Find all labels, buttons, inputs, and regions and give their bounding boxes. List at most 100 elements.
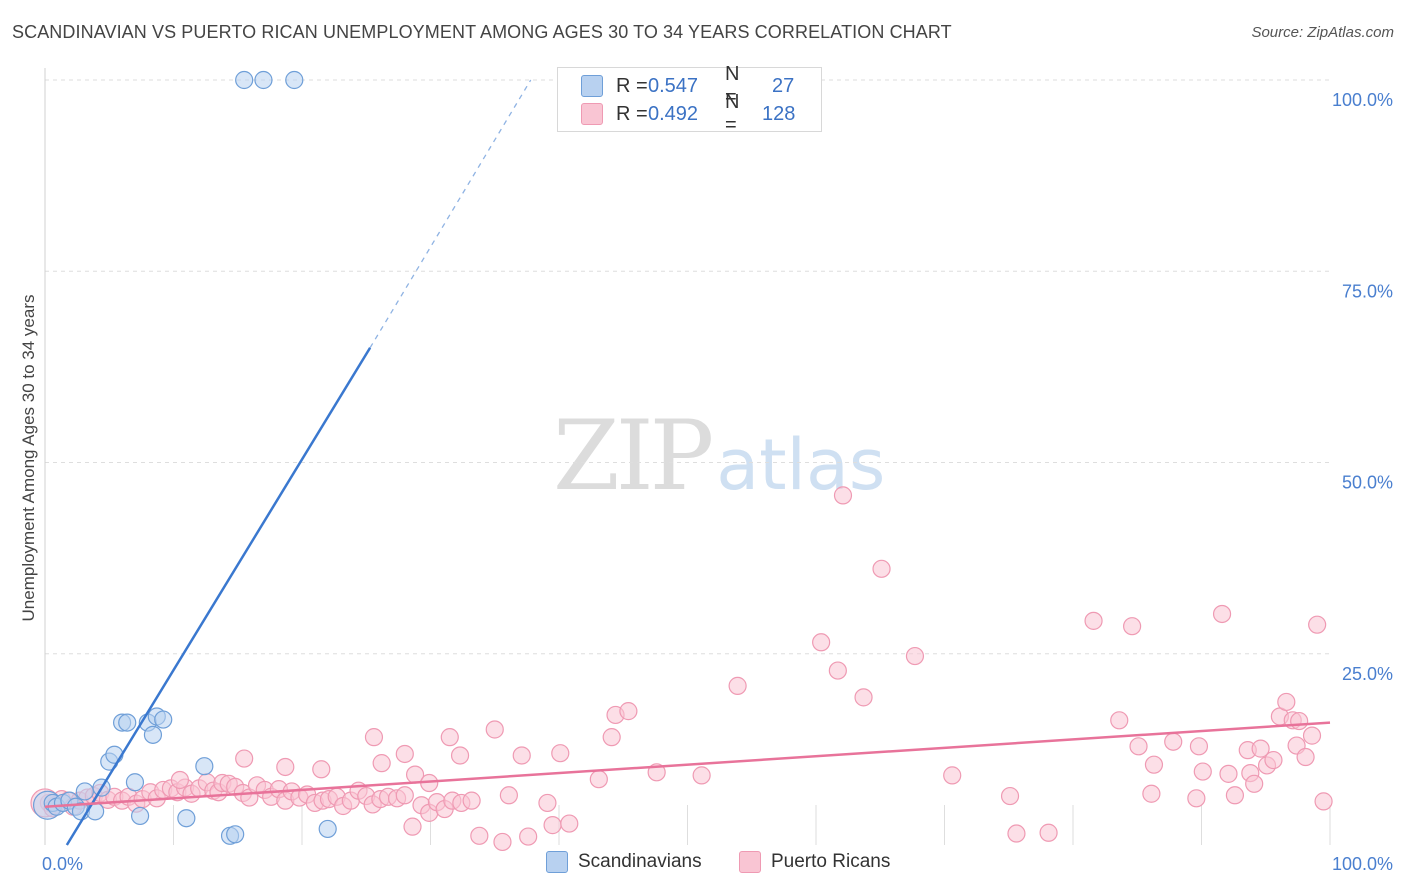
series-swatch-scandinavians (546, 851, 568, 873)
puerto-ricans-point (1142, 784, 1161, 803)
puerto-ricans-point (1084, 611, 1103, 630)
puerto-ricans-point (538, 793, 557, 813)
scandinavians-point (125, 773, 145, 792)
series-legend-scandinavians[interactable]: Scandinavians (546, 851, 702, 873)
puerto-ricans-point (1110, 711, 1129, 730)
puerto-ricans-point (1007, 824, 1026, 843)
y-tick-label: 75.0% (1342, 281, 1393, 301)
scandinavians-point (285, 70, 304, 90)
puerto-ricans-point (372, 754, 391, 773)
puerto-ricans-point (1219, 764, 1238, 783)
legend-r-value: 0.492 (648, 102, 699, 125)
y-tick-label: 100.0% (1332, 90, 1393, 110)
scandinavians-point (130, 806, 150, 826)
puerto-ricans-point (1245, 774, 1264, 793)
scandinavians-point (75, 782, 94, 801)
puerto-ricans-point (499, 786, 518, 805)
puerto-ricans-point (1000, 786, 1020, 806)
puerto-ricans-point (560, 814, 579, 833)
puerto-ricans-point (276, 757, 295, 777)
series-label-scandinavians: Scandinavians (578, 851, 702, 872)
puerto-ricans-point (1212, 604, 1232, 624)
puerto-ricans-point (692, 766, 711, 785)
puerto-ricans-point (1290, 711, 1309, 731)
puerto-ricans-point (1144, 755, 1164, 774)
puerto-ricans-point (589, 770, 608, 789)
puerto-ricans-point (1187, 789, 1206, 808)
puerto-ricans-point (1193, 762, 1212, 781)
puerto-ricans-point (1164, 732, 1183, 751)
watermark: ZIPatlas (553, 400, 885, 512)
puerto-ricans-point (512, 746, 531, 765)
puerto-ricans-point (364, 728, 384, 747)
legend-n-value: 128 (762, 102, 796, 125)
scandinavians-point (118, 713, 137, 732)
puerto-ricans-point (1225, 786, 1245, 805)
puerto-ricans-point (854, 688, 873, 707)
gridlines (44, 79, 1331, 845)
scandinavians-point (86, 802, 105, 821)
puerto-ricans-point (462, 791, 481, 810)
puerto-ricans-point (403, 817, 422, 836)
series-label-puerto-ricans: Puerto Ricans (771, 851, 891, 872)
puerto-ricans-point (395, 744, 414, 764)
puerto-ricans-point (872, 559, 891, 578)
puerto-ricans-point (1039, 823, 1058, 842)
legend-r-value: 0.547 (648, 74, 699, 97)
puerto-ricans-point (905, 646, 925, 666)
puerto-ricans-point (1129, 737, 1148, 756)
legend-n-value: 27 (772, 74, 795, 97)
legend-n-label: N = (725, 63, 740, 108)
scandinavians-trend-extension (369, 79, 532, 349)
scandinavians-points (32, 70, 337, 845)
puerto-ricans-point (812, 633, 831, 652)
trend-lines (44, 79, 1331, 846)
puerto-ricans-point (470, 826, 489, 845)
legend-r-label: R = (616, 102, 654, 125)
legend: R = 0.547 N = 27 R = 0.492 N = 128 (557, 63, 822, 136)
x-tick-label: 0.0% (42, 854, 83, 874)
y-tick-label: 50.0% (1342, 473, 1393, 493)
puerto-ricans-point (1296, 747, 1315, 767)
puerto-ricans-point (551, 744, 570, 763)
puerto-ricans-point (395, 786, 414, 805)
puerto-ricans-point (1189, 737, 1209, 756)
puerto-ricans-point (1264, 750, 1283, 770)
puerto-ricans-point (493, 832, 512, 852)
puerto-ricans-point (943, 766, 962, 785)
puerto-ricans-point (440, 728, 459, 747)
puerto-ricans-trend-line (44, 721, 1331, 808)
watermark-zip: ZIP (553, 400, 714, 512)
x-tick-label: 100.0% (1332, 854, 1393, 874)
scandinavians-point (235, 70, 254, 90)
puerto-ricans-point (519, 827, 538, 846)
series-swatch-puerto-ricans (739, 851, 761, 873)
legend-swatch-scandinavians (581, 75, 603, 97)
series-legend: Scandinavians Puerto Ricans (0, 851, 1406, 879)
puerto-ricans-point (619, 702, 638, 721)
scandinavians-point (195, 757, 214, 776)
scandinavians-point (177, 809, 196, 828)
y-axis-label: Unemployment Among Ages 30 to 34 years (19, 295, 38, 622)
puerto-ricans-point (485, 720, 504, 739)
scandinavians-point (318, 819, 337, 839)
tick-labels: 25.0% 50.0% 75.0% 100.0% 0.0% 100.0% (42, 90, 1393, 874)
scandinavians-point (154, 710, 173, 729)
scandinavians-point (105, 745, 124, 764)
y-tick-label: 25.0% (1342, 664, 1393, 684)
puerto-ricans-point (543, 816, 562, 835)
legend-swatch-puerto-ricans (581, 103, 603, 125)
puerto-ricans-point (170, 770, 190, 790)
puerto-ricans-point (1277, 692, 1296, 712)
puerto-ricans-point (312, 760, 331, 779)
series-legend-puerto-ricans[interactable]: Puerto Ricans (739, 851, 890, 873)
puerto-ricans-point (1308, 615, 1327, 634)
puerto-ricans-point (833, 486, 853, 505)
puerto-ricans-point (1251, 739, 1270, 758)
legend-r-label: R = (616, 74, 654, 97)
puerto-ricans-point (828, 661, 847, 680)
puerto-ricans-point (450, 746, 470, 765)
source-credit: Source: ZipAtlas.com (1251, 24, 1394, 41)
scandinavians-point (254, 70, 273, 90)
